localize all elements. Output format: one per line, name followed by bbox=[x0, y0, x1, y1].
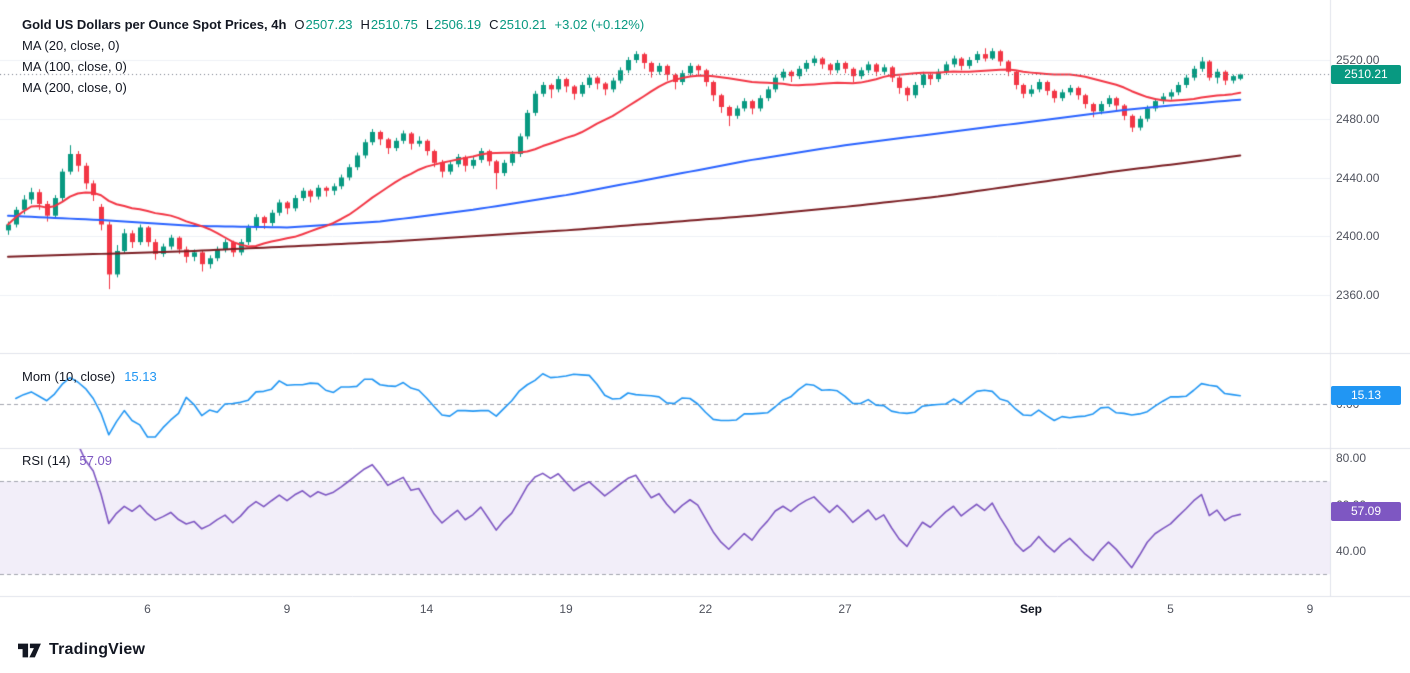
high-key: H bbox=[360, 17, 370, 32]
close-value: 2510.21 bbox=[499, 17, 547, 32]
time-axis-label: 6 bbox=[144, 602, 151, 616]
tradingview-wordmark: TradingView bbox=[49, 641, 146, 658]
momentum-legend-row[interactable]: Mom (10, close) 15.13 bbox=[22, 369, 157, 384]
momentum-label: Mom (10, close) bbox=[22, 369, 116, 384]
price-axis-label: 2440.00 bbox=[1336, 170, 1380, 185]
time-axis-label: 5 bbox=[1167, 602, 1174, 616]
change-value: +3.02 (+0.12%) bbox=[554, 17, 645, 32]
high-value: 2510.75 bbox=[370, 17, 418, 32]
time-axis[interactable] bbox=[0, 596, 1330, 626]
momentum-badge: 15.13 bbox=[1331, 386, 1401, 406]
time-axis-label: 9 bbox=[1306, 602, 1314, 616]
rsi-axis-label: 40.00 bbox=[1336, 544, 1367, 558]
low-value: 2506.19 bbox=[434, 17, 482, 32]
close-key: C bbox=[489, 17, 499, 32]
tradingview-logo[interactable]: TradingView bbox=[16, 639, 145, 661]
tradingview-logo-icon bbox=[18, 643, 41, 658]
time-axis-label: 19 bbox=[559, 602, 573, 616]
price-axis-label: 2520.00 bbox=[1336, 53, 1380, 67]
time-axis-label: 27 bbox=[838, 602, 852, 616]
time-axis-label: Sep bbox=[1019, 602, 1043, 616]
ma100-label: MA (100, close, 0) bbox=[22, 59, 127, 74]
rsi-legend-row[interactable]: RSI (14) 57.09 bbox=[22, 453, 112, 468]
time-axis-label: 14 bbox=[419, 602, 434, 616]
open-key: O bbox=[294, 17, 305, 32]
legend: Gold US Dollars per Ounce Spot Prices, 4… bbox=[22, 14, 644, 98]
symbol-title: Gold US Dollars per Ounce Spot Prices, 4… bbox=[22, 17, 287, 32]
ma200-label: MA (200, close, 0) bbox=[22, 80, 127, 95]
price-axis-label: 2360.00 bbox=[1336, 288, 1380, 302]
ma20-label: MA (20, close, 0) bbox=[22, 38, 120, 53]
low-key: L bbox=[425, 17, 434, 32]
rsi-axis-label: 80.00 bbox=[1336, 451, 1367, 465]
rsi-value: 57.09 bbox=[79, 453, 112, 468]
rsi-label: RSI (14) bbox=[22, 453, 71, 468]
price-axis-label: 2400.00 bbox=[1336, 229, 1380, 244]
ma20-legend-row[interactable]: MA (20, close, 0) bbox=[22, 35, 644, 56]
momentum-value: 15.13 bbox=[124, 369, 157, 384]
symbol-legend-row[interactable]: Gold US Dollars per Ounce Spot Prices, 4… bbox=[22, 14, 644, 35]
open-value: 2507.23 bbox=[305, 17, 353, 32]
ma100-legend-row[interactable]: MA (100, close, 0) bbox=[22, 56, 644, 77]
time-axis-label: 9 bbox=[283, 602, 291, 616]
ma200-legend-row[interactable]: MA (200, close, 0) bbox=[22, 77, 644, 98]
price-axis-label: 2480.00 bbox=[1336, 111, 1380, 126]
time-axis-label: 22 bbox=[698, 602, 713, 616]
rsi-badge: 57.09 bbox=[1331, 501, 1401, 521]
last-price-badge: 2510.21 bbox=[1331, 64, 1401, 84]
